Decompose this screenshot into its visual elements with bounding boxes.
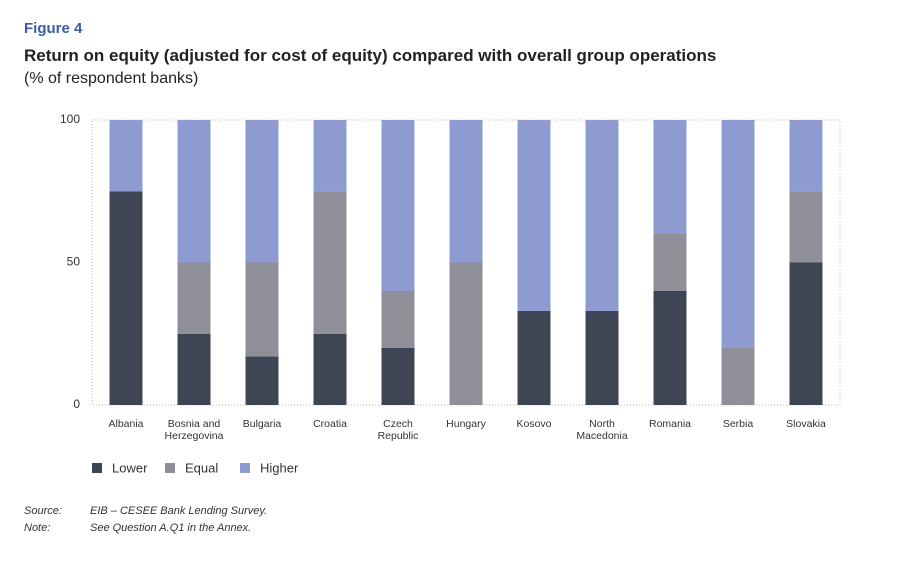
x-tick-label: Slovakia bbox=[786, 418, 826, 430]
note-label: Source: bbox=[24, 505, 62, 517]
x-tick-label: Bulgaria bbox=[242, 418, 282, 430]
chart-subtitle: (% of respondent banks) bbox=[24, 70, 199, 87]
x-tick-label: Romania bbox=[648, 418, 692, 430]
note: Note: See Question A.Q1 in the Annex. bbox=[24, 522, 251, 534]
bar-segment bbox=[109, 120, 143, 192]
bar-segment bbox=[245, 262, 279, 357]
note-label: Note: bbox=[24, 522, 51, 534]
bar-segment bbox=[517, 310, 551, 405]
bar-segment bbox=[789, 262, 823, 405]
bar-segment bbox=[653, 291, 687, 405]
bar-segment bbox=[517, 120, 551, 311]
bar-segment bbox=[789, 191, 823, 263]
bar-segment bbox=[789, 120, 823, 192]
bar-segment bbox=[653, 234, 687, 291]
bar-segment bbox=[313, 333, 347, 405]
note-text: EIB – CESEE Bank Lending Survey. bbox=[90, 505, 268, 517]
x-tick-label: Bosnia and Herzegovina bbox=[164, 418, 224, 442]
bar-segment bbox=[381, 120, 415, 291]
bar-segment bbox=[721, 348, 755, 405]
chart-title: Return on equity (adjusted for cost of e… bbox=[24, 46, 717, 65]
x-tick-label: Croatia bbox=[313, 418, 347, 430]
bar-segment bbox=[245, 356, 279, 405]
bar-segment bbox=[585, 310, 619, 405]
bar-segment bbox=[177, 333, 211, 405]
figure-label: Figure 4 bbox=[24, 20, 83, 37]
bar-segment bbox=[381, 291, 415, 348]
bar-segment bbox=[449, 262, 483, 405]
y-tick-label: 50 bbox=[67, 255, 81, 269]
bar-segment bbox=[245, 120, 279, 263]
bar-segment bbox=[177, 262, 211, 334]
bar-segment bbox=[381, 348, 415, 405]
legend-label: Equal bbox=[185, 460, 218, 475]
bar-segment bbox=[177, 120, 211, 263]
x-tick-label: Czech Republic bbox=[377, 418, 419, 442]
legend-swatch bbox=[240, 463, 250, 473]
x-tick-label: Kosovo bbox=[516, 418, 552, 430]
bar-segment bbox=[449, 120, 483, 263]
note-text: See Question A.Q1 in the Annex. bbox=[90, 522, 252, 534]
legend-swatch bbox=[165, 463, 175, 473]
legend-label: Higher bbox=[260, 460, 299, 475]
bar-segment bbox=[721, 120, 755, 348]
x-tick-label: North Macedonia bbox=[576, 418, 628, 442]
bar-segment bbox=[313, 191, 347, 334]
y-tick-label: 100 bbox=[60, 112, 80, 126]
legend-label: Lower bbox=[112, 460, 148, 475]
y-tick-label: 0 bbox=[73, 397, 80, 411]
legend-swatch bbox=[92, 463, 102, 473]
note: Source: EIB – CESEE Bank Lending Survey. bbox=[24, 505, 267, 517]
bar-segment bbox=[585, 120, 619, 311]
x-tick-label: Hungary bbox=[446, 418, 486, 430]
x-tick-label: Serbia bbox=[722, 418, 754, 430]
bar-segment bbox=[313, 120, 347, 192]
bar-segment bbox=[653, 120, 687, 234]
bar-segment bbox=[109, 191, 143, 405]
x-tick-label: Albania bbox=[108, 418, 144, 430]
